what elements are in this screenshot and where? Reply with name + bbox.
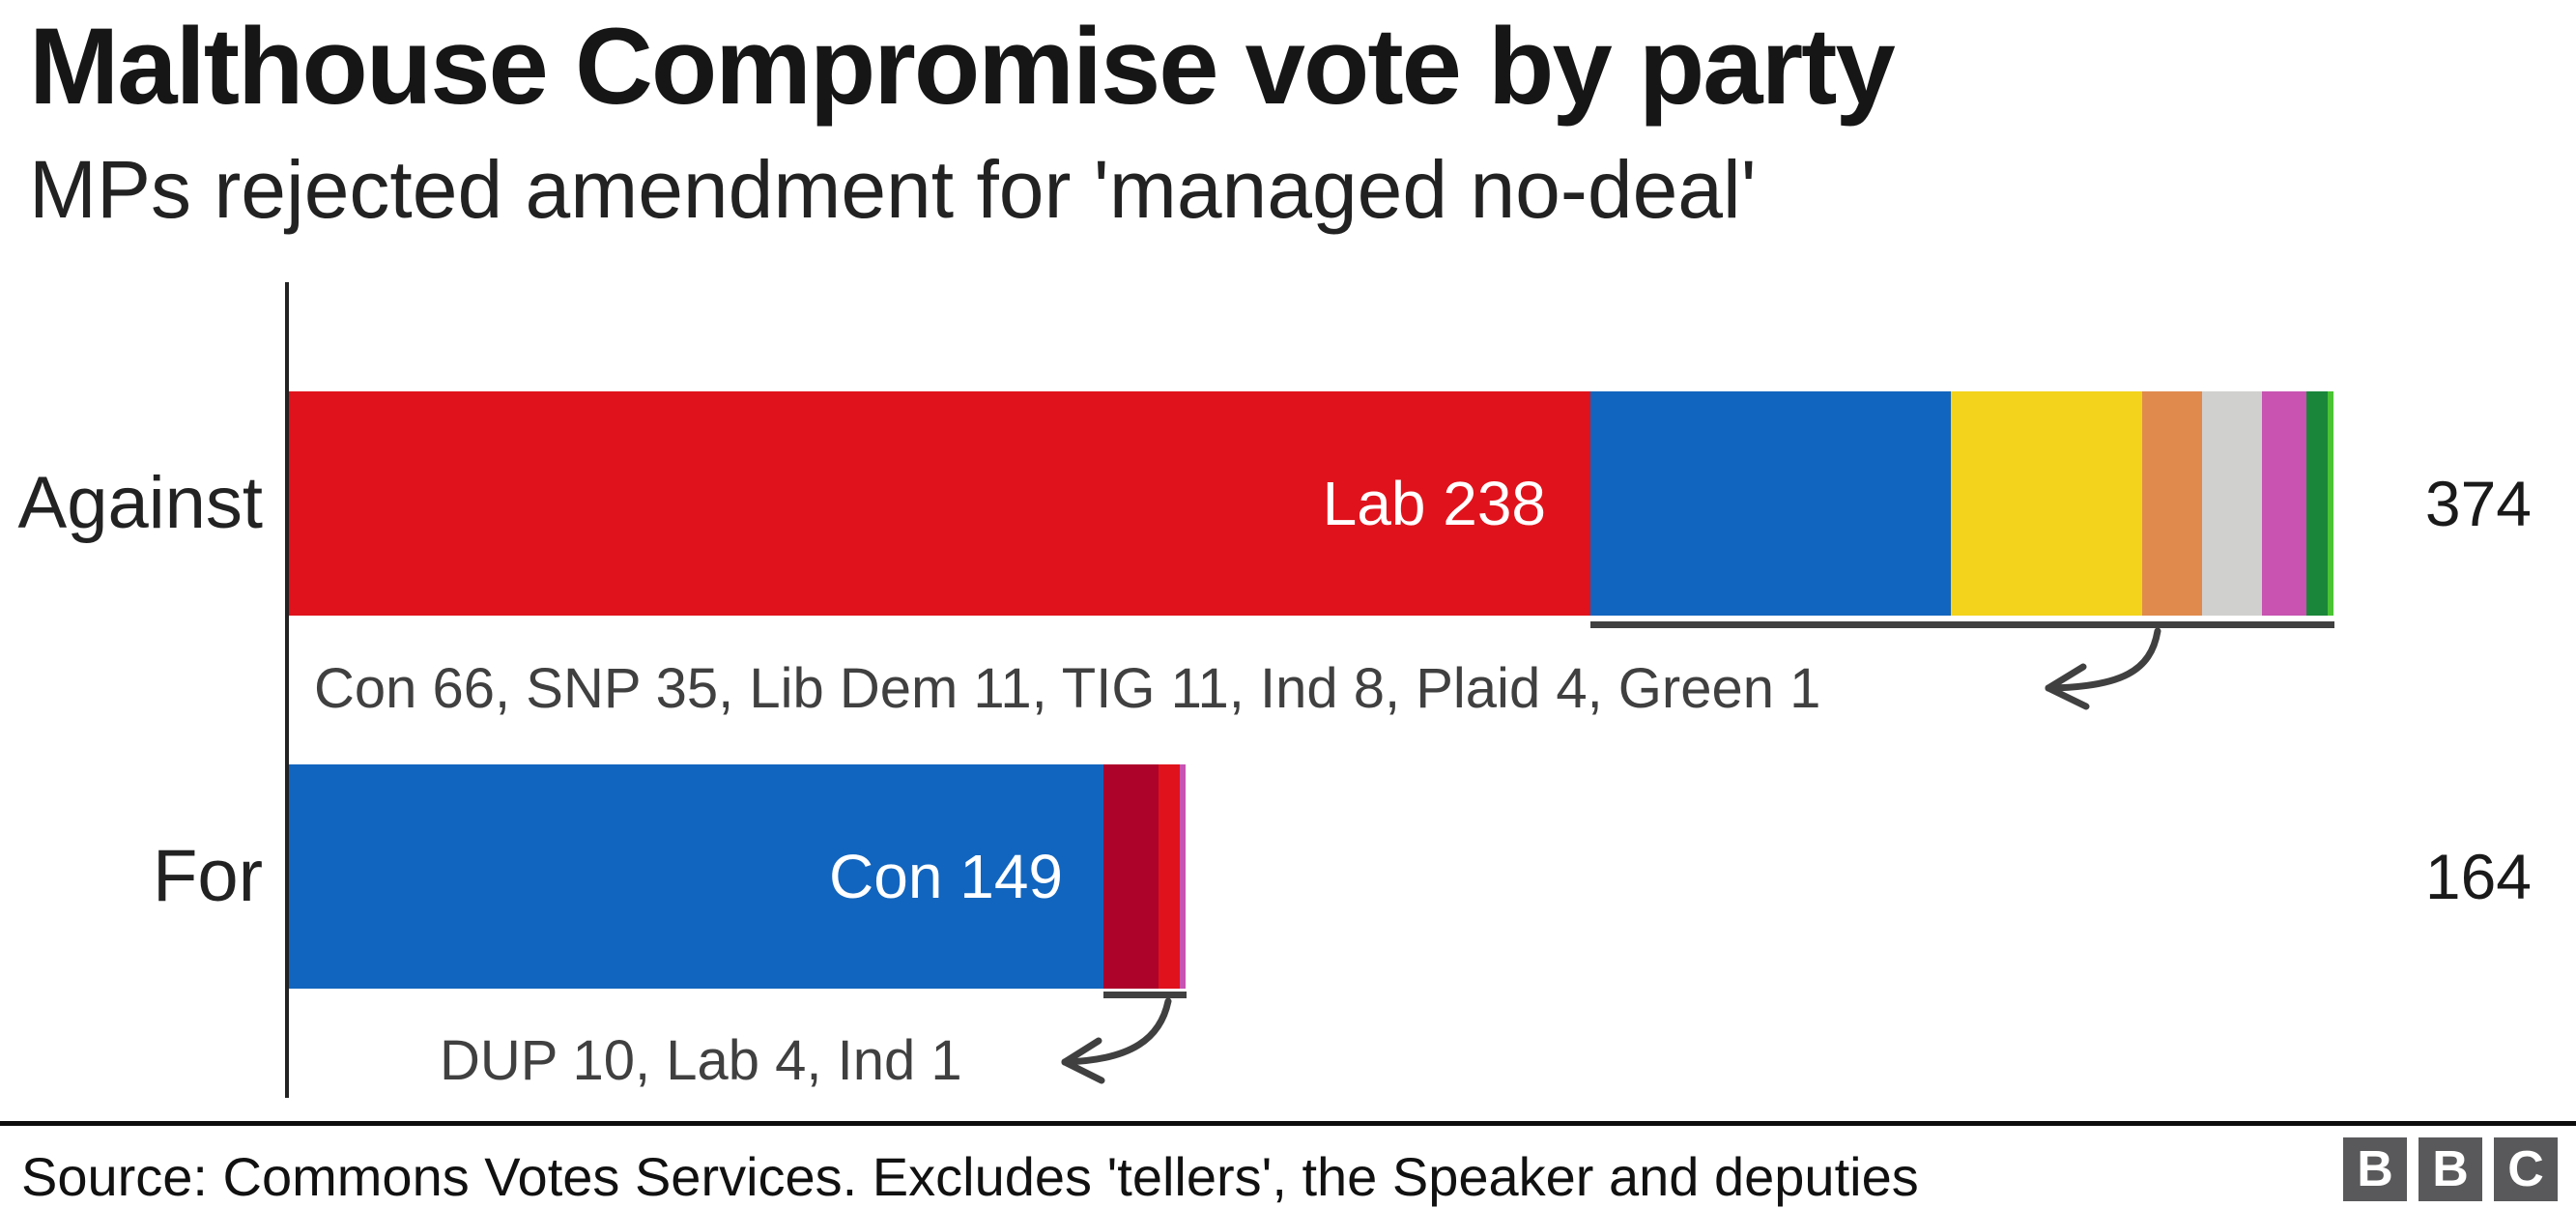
annotation-text-for: DUP 10, Lab 4, Ind 1 [440,1029,962,1092]
bar-segment-lab [289,391,1590,616]
bar-segment-ind [1180,764,1186,989]
total-value-for: 164 [2424,841,2532,912]
y-axis-line [285,282,289,1098]
bar-segment-lab [1158,764,1181,989]
bar-segment-dup [1103,764,1159,989]
chart-title: Malthouse Compromise vote by party [29,6,1896,127]
stacked-bar-against [289,391,2333,616]
bar-segment-tig [2202,391,2263,616]
bbc-logo-block-1: B [2343,1137,2407,1201]
source-attribution: Source: Commons Votes Services. Excludes… [21,1146,1919,1207]
bar-segment-ind [2262,391,2306,616]
curved-arrow-against-icon [2045,627,2161,710]
annotation-bracket-for [1103,992,1187,998]
bar-segment-snp [1950,391,2142,616]
footer-divider [0,1121,2576,1126]
bar-segment-plaid [2305,391,2329,616]
chart-subtitle: MPs rejected amendment for 'managed no-d… [29,144,1757,235]
bbc-logo-block-2: B [2419,1137,2482,1201]
curved-arrow-for-icon [1061,997,1172,1084]
category-label-for: For [153,835,263,917]
bar-inner-label-lab: Lab 238 [1322,469,1546,538]
bbc-logo-block-3: C [2494,1137,2558,1201]
bar-segment-green [2328,391,2333,616]
bar-segment-con [289,764,1103,989]
total-value-against: 374 [2424,468,2532,539]
bar-inner-label-con: Con 149 [829,842,1063,911]
annotation-bracket-against [1590,621,2334,628]
bbc-logo: B B C [2343,1137,2558,1201]
category-label-against: Against [17,462,264,544]
stacked-bar-for [289,764,1186,989]
annotation-text-against: Con 66, SNP 35, Lib Dem 11, TIG 11, Ind … [314,657,1821,720]
bar-segment-lib-dem [2141,391,2203,616]
bar-segment-con [1589,391,1951,616]
